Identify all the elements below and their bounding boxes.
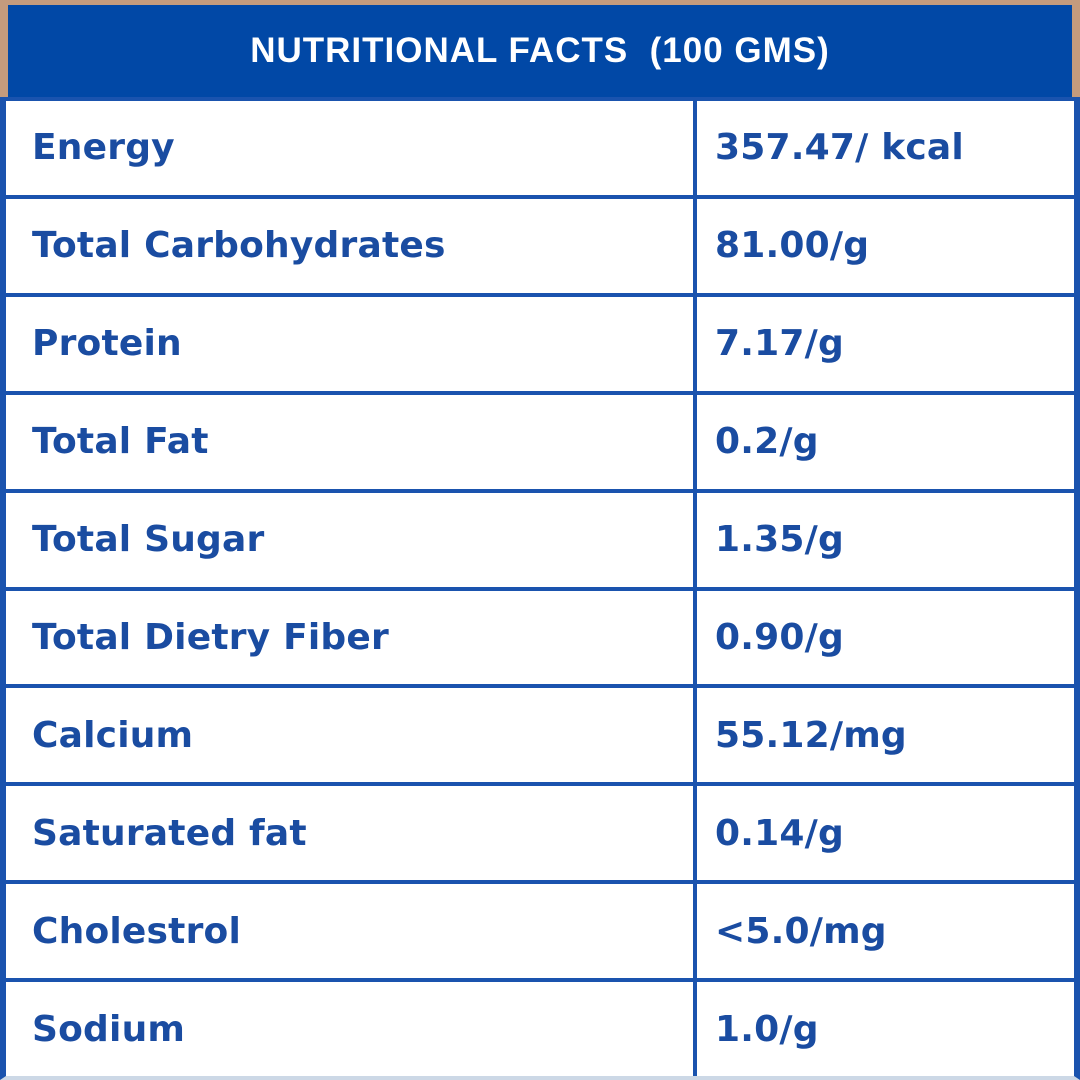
table-row-sodium: Sodium 1.0/g	[6, 982, 1074, 1077]
table-row-total-fat: Total Fat 0.2/g	[6, 394, 1074, 493]
page-title: NUTRITIONAL FACTS (100 GMS)	[250, 31, 830, 70]
row-value: 1.0/g	[693, 982, 1074, 1077]
row-value: 7.17/g	[693, 296, 1074, 391]
row-label: Saturated fat	[32, 812, 307, 854]
row-label: Total Carbohydrates	[32, 225, 446, 267]
row-value: 55.12/mg	[693, 688, 1074, 783]
nutrition-table: Energy 357.47/ kcal Total Carbohydrates …	[0, 97, 1080, 1080]
row-label: Calcium	[32, 714, 194, 756]
table-row-total-sugar: Total Sugar 1.35/g	[6, 492, 1074, 591]
row-value: 1.35/g	[693, 492, 1074, 587]
table-row-protein: Protein 7.17/g	[6, 296, 1074, 395]
table-row-cholestrol: Cholestrol <5.0/mg	[6, 884, 1074, 983]
row-label: Total Fat	[32, 421, 209, 463]
row-value: 0.2/g	[693, 394, 1074, 489]
table-row-saturated-fat: Saturated fat 0.14/g	[6, 786, 1074, 885]
row-value: 0.14/g	[693, 786, 1074, 881]
row-value: 0.90/g	[693, 590, 1074, 685]
table-row-total-dietry-fiber: Total Dietry Fiber 0.90/g	[6, 590, 1074, 689]
row-label: Energy	[32, 127, 175, 169]
header-band: NUTRITIONAL FACTS (100 GMS)	[8, 5, 1072, 97]
row-value: 81.00/g	[693, 198, 1074, 293]
table-row-calcium: Calcium 55.12/mg	[6, 688, 1074, 787]
row-label: Sodium	[32, 1008, 186, 1050]
row-label: Total Sugar	[32, 519, 265, 561]
row-label: Total Dietry Fiber	[32, 616, 389, 658]
table-row-energy: Energy 357.47/ kcal	[6, 101, 1074, 199]
table-row-total-carbohydrates: Total Carbohydrates 81.00/g	[6, 198, 1074, 297]
row-label: Cholestrol	[32, 910, 241, 952]
row-value: <5.0/mg	[693, 884, 1074, 979]
row-label: Protein	[32, 323, 182, 365]
row-value: 357.47/ kcal	[693, 101, 1074, 195]
